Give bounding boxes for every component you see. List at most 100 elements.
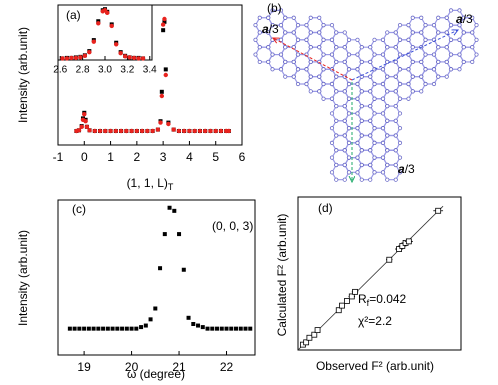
lattice-site [385,45,390,50]
point [109,23,114,29]
point [115,326,120,331]
point [69,55,74,61]
lattice-site [461,59,466,65]
lattice-site [266,30,271,35]
lattice-site [380,155,386,160]
point [215,326,220,331]
lattice-site [321,23,326,28]
lattice-site [397,81,403,87]
point [163,67,168,72]
lattice-site [295,52,301,57]
lattice-site [308,30,313,35]
lattice-site [355,111,360,116]
point [243,326,248,331]
lattice-site [431,81,437,87]
lattice-site [436,74,441,79]
lattice-site [308,59,313,65]
lattice-site [355,96,360,101]
point [96,326,101,331]
x-tick-label: -1 [53,150,64,164]
point [148,317,153,322]
panel-label: (a) [66,8,81,22]
lattice-site [334,103,339,109]
lattice-site [406,67,411,72]
point [145,128,150,134]
lattice-site [304,23,309,28]
lattice-site [368,133,373,138]
lattice-site [448,37,454,42]
panel-label: (b) [267,1,282,15]
lattice-site [257,30,262,35]
lattice-site [385,148,390,153]
lattice-site [474,23,479,28]
lattice-site [355,140,360,145]
lattice-site [397,37,403,42]
annotation: Rf=0.042 [358,292,407,308]
lattice-site [372,67,377,72]
lattice-site [334,148,339,153]
point [105,326,110,331]
lattice-site [474,37,479,42]
point [303,339,310,346]
point [166,121,171,127]
lattice-site [342,59,347,65]
point [113,128,119,134]
lattice-site [380,140,386,145]
x-axis-label: (1, 1, L)T [127,176,174,192]
lattice-site [355,170,360,175]
lattice-site [461,45,466,50]
lattice-site [397,126,403,131]
y-axis-label: Intensity (arb.unit) [16,230,30,326]
lattice-site [317,30,322,35]
point [205,326,210,331]
lattice-site [368,74,373,79]
point [82,53,88,59]
point [226,128,232,134]
lattice-site [436,59,441,65]
lattice-site [461,15,466,20]
lattice-site [278,23,284,28]
lattice-site [410,45,415,50]
lattice-site [397,111,403,116]
lattice-site [372,126,377,131]
lattice-site [419,89,424,94]
point [139,128,145,134]
point [396,246,402,252]
point [150,128,155,134]
x-tick-label: 4 [186,150,193,164]
point [86,326,91,331]
lattice-site [372,170,377,175]
point [162,232,167,237]
lattice-cell [382,105,401,122]
point [159,89,164,94]
vector-arrow [273,38,353,81]
point [84,124,90,129]
lattice-site [334,59,339,65]
point [248,326,253,331]
point [176,128,182,134]
lattice-site [444,15,449,20]
lattice-site [334,162,339,168]
vector-label-main: a [398,162,405,176]
x-tick-label: 2.6 [53,65,67,76]
point [136,56,141,61]
x-tick-label: 0 [81,150,88,164]
lattice-site [359,162,364,168]
lattice-site [334,74,339,79]
lattice-site [334,177,339,182]
point [339,302,345,309]
lattice-site [385,162,390,168]
fit-line [297,205,444,351]
point [171,127,176,132]
x-tick-label: 5 [212,150,219,164]
lattice-site [368,162,373,168]
lattice-site [470,59,475,65]
point [76,128,82,133]
point [191,322,196,326]
point [158,120,163,125]
lattice-cell [458,46,478,63]
point [79,124,84,129]
point [348,293,355,300]
lattice-site [397,52,403,57]
lattice-site [436,30,441,35]
